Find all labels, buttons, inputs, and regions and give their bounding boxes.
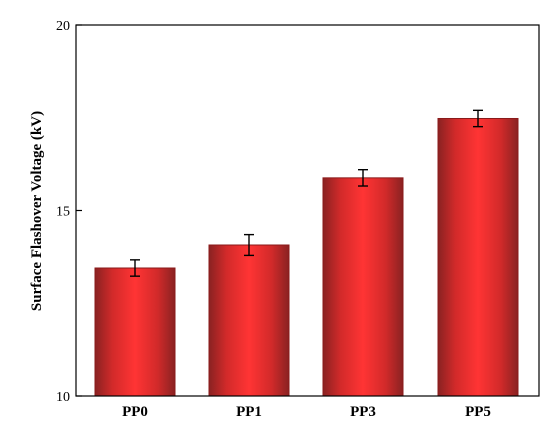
bar-pp0 (94, 267, 176, 397)
y-ticks-layer: 10 15 20 (56, 19, 82, 405)
x-tick-label-pp1: PP1 (236, 404, 262, 420)
bar-pp5 (437, 117, 519, 397)
error-bar-pp0 (130, 259, 140, 277)
error-bar-pp1 (244, 233, 254, 257)
x-tick-label-pp0: PP0 (122, 404, 148, 420)
bars-layer (94, 109, 519, 397)
x-labels-layer: PP0 PP1 PP3 PP5 (122, 404, 491, 420)
error-bar-pp3 (358, 168, 368, 187)
y-axis-title: Surface Flashover Voltage (kV) (29, 111, 45, 311)
x-tick-label-pp5: PP5 (465, 404, 491, 420)
bar-pp3 (322, 177, 404, 397)
error-bar-pp5 (473, 109, 483, 128)
y-tick-label-20: 20 (56, 19, 70, 34)
y-tick-label-15: 15 (56, 205, 70, 220)
x-tick-label-pp3: PP3 (350, 404, 376, 420)
y-tick-label-10: 10 (56, 390, 70, 405)
bar-pp1 (208, 244, 290, 397)
plot-frame (75, 24, 540, 397)
